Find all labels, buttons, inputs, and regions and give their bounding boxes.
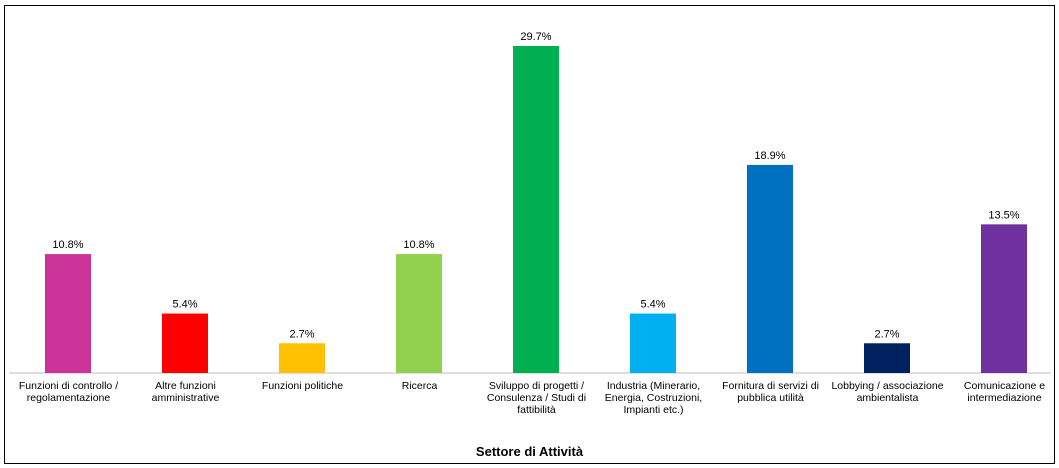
- value-labels-group: 10.8% 5.4% 2.7% 10.8% 29.7% 5.4% 18.9% 2.7% 13.5…: [52, 31, 1019, 340]
- category-label-2: Altre funzioni amministrative: [151, 380, 220, 404]
- category-label-1: Funzioni di controllo / regolamentazione: [18, 380, 119, 404]
- bar-1: [45, 254, 91, 373]
- category-label-6: Industria (Minerario, Energia, Costruzio…: [604, 380, 703, 416]
- value-label-1: 10.8%: [52, 239, 83, 251]
- value-label-6: 5.4%: [640, 299, 665, 311]
- bar-8: [864, 343, 910, 373]
- bar-6: [630, 313, 676, 373]
- bar-2: [162, 313, 208, 373]
- value-label-5: 29.7%: [520, 31, 551, 43]
- x-axis-title: Settore di Attività: [475, 444, 584, 459]
- bar-9: [981, 224, 1027, 373]
- category-label-4: Ricerca: [401, 380, 438, 392]
- value-label-2: 5.4%: [172, 299, 197, 311]
- category-label-7: Fornitura di servizi di pubblica utilità: [722, 380, 819, 404]
- bar-7: [747, 164, 793, 373]
- bars-group: [45, 46, 1027, 373]
- category-label-5: Sviluppo di progetti / Consulenza / Stud…: [486, 380, 587, 416]
- bar-5: [513, 46, 559, 373]
- value-label-4: 10.8%: [403, 239, 434, 251]
- bar-3: [279, 343, 325, 373]
- category-label-3: Funzioni politiche: [261, 380, 344, 392]
- value-label-9: 13.5%: [988, 209, 1019, 221]
- value-label-7: 18.9%: [754, 150, 785, 162]
- value-label-8: 2.7%: [874, 328, 899, 340]
- bar-4: [396, 254, 442, 373]
- category-label-8: Lobbying / associazione ambientalista: [831, 380, 944, 404]
- category-label-9: Comunicazione e intermediazione: [963, 380, 1046, 404]
- value-label-3: 2.7%: [289, 328, 314, 340]
